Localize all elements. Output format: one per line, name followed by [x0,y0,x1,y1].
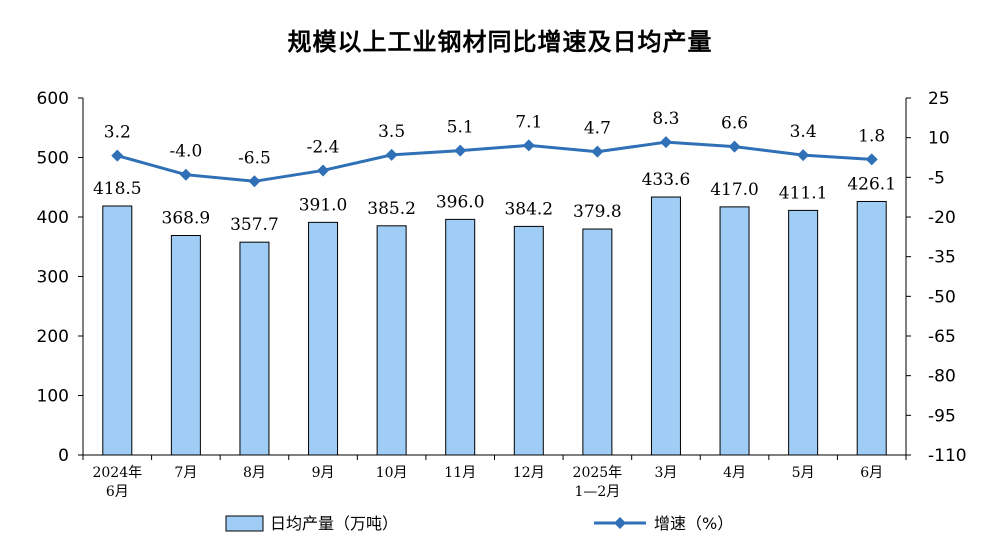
left-tick-label: 400 [37,208,69,228]
bar [376,225,407,456]
right-tick-label: 25 [928,89,950,109]
growth-value-label: 4.7 [584,119,611,139]
left-tick-label: 300 [37,268,69,288]
x-tick-label: 9月 [312,465,335,481]
left-tick-label: 0 [58,446,69,466]
x-tick-label: 2024年 [92,465,142,481]
growth-point [728,140,741,153]
bar [582,228,613,456]
bar-value-label: 357.7 [230,215,279,235]
x-tick-label: 10月 [376,465,408,481]
growth-point [865,153,878,166]
left-tick-label: 200 [37,327,69,347]
growth-point [522,139,535,152]
x-tick-label: 2025年 [573,465,623,481]
bar [239,241,270,456]
growth-point [317,164,330,177]
x-tick-label: 8月 [243,465,266,481]
bar-value-label: 379.8 [573,202,622,222]
right-tick-label: -110 [928,446,967,466]
bar [650,196,681,456]
bar-value-label: 418.5 [93,179,142,199]
bar [170,235,201,456]
right-tick-label: -65 [928,327,956,347]
bar [719,206,750,456]
legend: 日均产量（万吨） 增速（%） [225,514,733,533]
legend-bar-swatch [225,515,264,532]
bar [856,200,887,456]
x-tick-label: 11月 [444,465,476,481]
bar [445,218,476,456]
growth-value-label: -6.5 [238,148,271,168]
legend-line-marker [614,517,626,529]
x-tick-label: 6月 [860,465,883,481]
growth-value-label: -2.4 [307,137,340,157]
right-tick-label: -20 [928,208,956,228]
growth-line-path [116,140,872,183]
x-tick-label: 3月 [654,465,677,481]
growth-line [111,136,878,188]
right-tick-label: -50 [928,287,956,307]
x-tick-label: 7月 [174,465,197,481]
bar-value-label: 391.0 [299,195,348,215]
legend-line-label: 增速（%） [654,514,733,533]
bar-value-label: 368.9 [162,209,211,229]
left-tick-label: 100 [37,387,69,407]
right-tick-label: -95 [928,406,956,426]
growth-value-label: 3.2 [104,123,131,143]
legend-bar-label: 日均产量（万吨） [270,514,398,533]
bar [308,221,339,456]
right-tick-label: -35 [928,248,956,268]
growth-point [385,148,398,161]
chart-title: 规模以上工业钢材同比增速及日均产量 [287,28,713,56]
left-tick-label: 500 [37,149,69,169]
growth-point [659,136,672,149]
x-tick-label: 1—2月 [574,484,620,500]
growth-point [111,149,124,162]
bar [788,209,819,456]
growth-value-label: 3.4 [790,122,817,142]
growth-value-label: 6.6 [721,114,748,134]
right-tick-label: -80 [928,367,956,387]
growth-point [179,168,192,181]
growth-value-label: 5.1 [447,118,474,138]
left-tick-label: 600 [37,89,69,109]
x-tick-label: 5月 [792,465,815,481]
right-tick-label: -5 [928,168,945,188]
growth-point [797,149,810,162]
growth-value-label: -4.0 [169,142,202,162]
bar-value-label: 426.1 [847,174,896,194]
axes: 0 100 200 300 400 500 600 -110 -95 -80 -65 -50 -35 -2… [37,89,967,500]
growth-value-label: 8.3 [652,109,679,129]
bar-value-label: 433.6 [642,170,691,190]
bar [513,225,544,456]
growth-point [591,145,604,158]
bar-value-label: 396.0 [436,192,485,212]
data-labels: 418.5 368.9 357.7 391.0 385.2 396.0 384.2 379.8… [93,109,896,235]
growth-value-label: 1.8 [858,126,885,146]
growth-value-label: 7.1 [515,112,542,132]
x-tick-label: 12月 [513,465,545,481]
bar-value-label: 384.2 [504,199,553,219]
x-tick-label: 6月 [106,484,129,500]
bar-value-label: 385.2 [367,199,416,219]
growth-point [454,144,467,157]
right-tick-label: 10 [928,129,950,149]
x-tick-label: 4月 [723,465,746,481]
growth-point [248,175,261,188]
bar-value-label: 417.0 [710,180,759,200]
bar-value-label: 411.1 [779,183,828,203]
bar [102,205,133,456]
growth-value-label: 3.5 [378,122,405,142]
bars [102,196,887,456]
